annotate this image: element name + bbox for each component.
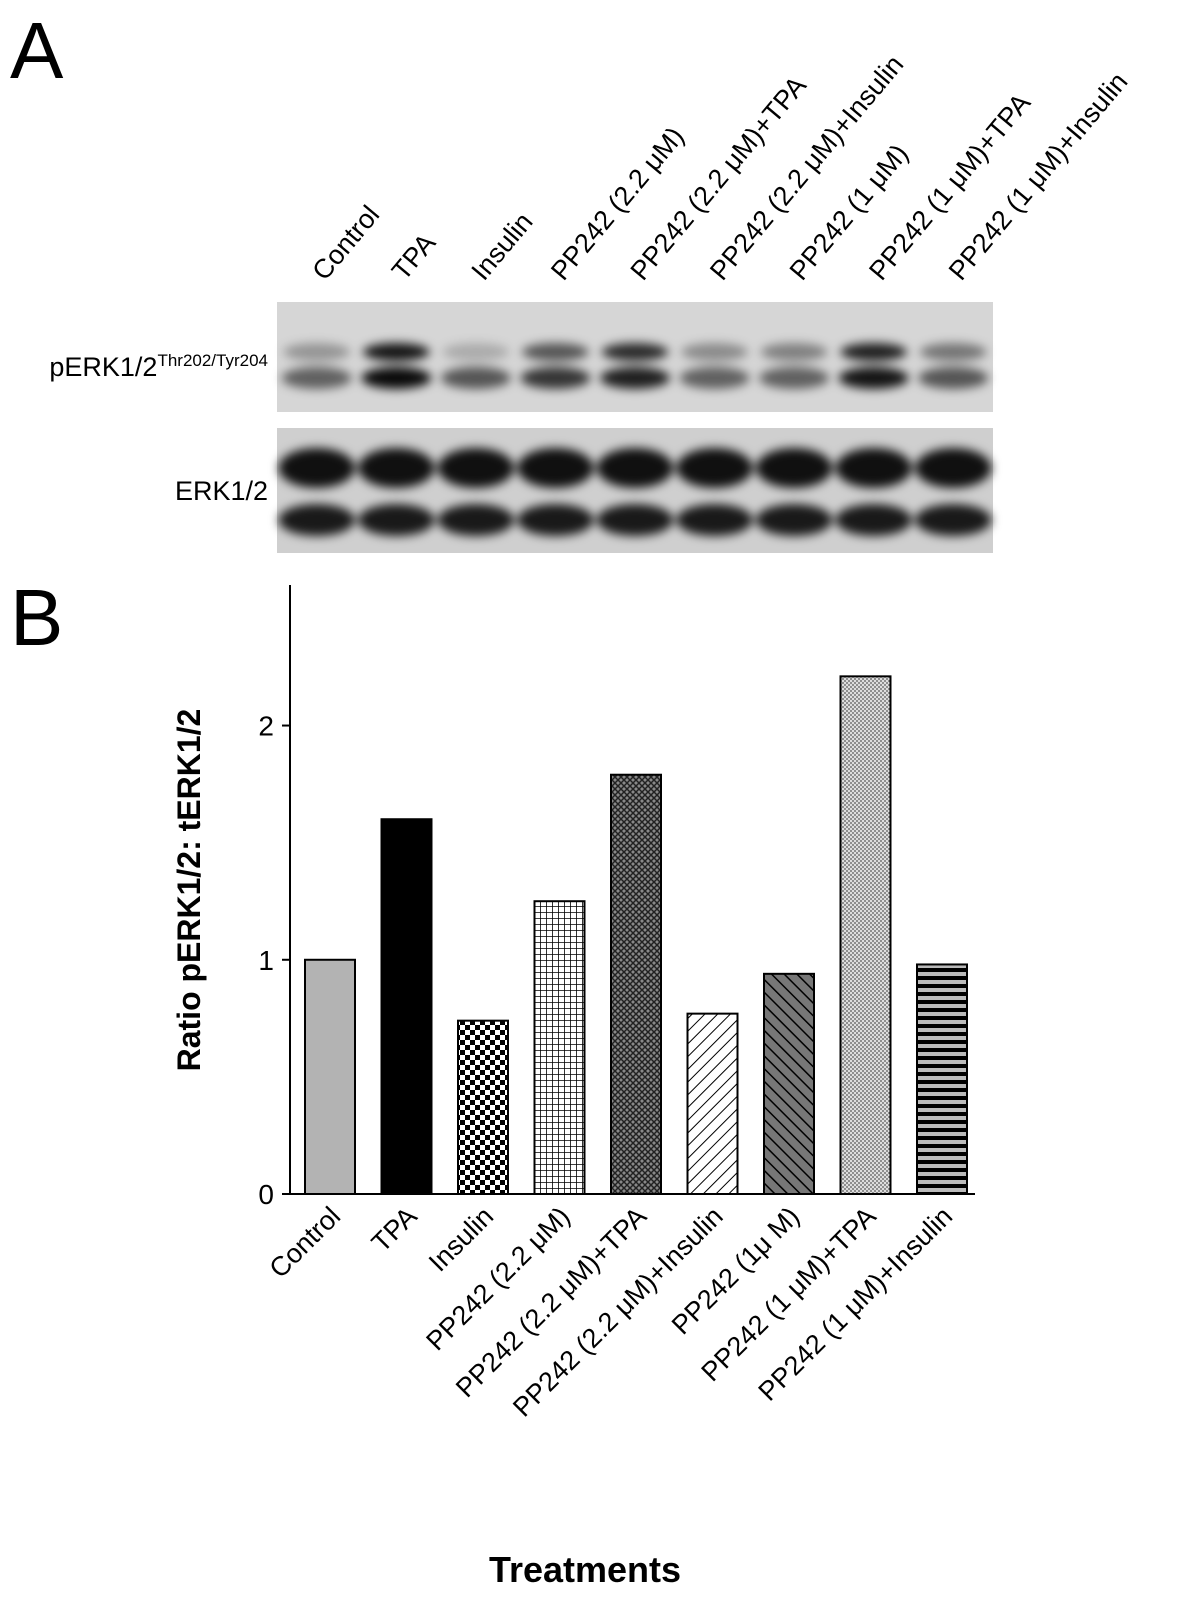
band: [918, 367, 989, 389]
lane-label: Control: [306, 200, 385, 286]
bar: [533, 900, 586, 1195]
band: [838, 367, 909, 389]
band: [437, 448, 515, 488]
bar: [610, 773, 662, 1195]
y-tick-label: 0: [258, 1179, 274, 1210]
band: [278, 504, 355, 536]
band: [358, 448, 435, 488]
band: [517, 448, 594, 488]
band: [679, 367, 750, 389]
band: [522, 343, 589, 361]
panel-label: A: [10, 6, 64, 95]
band: [599, 367, 671, 389]
band: [835, 504, 912, 536]
bar: [839, 675, 892, 1195]
band: [835, 448, 912, 488]
band: [676, 448, 753, 488]
lane-label: TPA: [386, 228, 441, 286]
band: [755, 504, 833, 536]
band: [281, 367, 352, 389]
band: [437, 504, 515, 536]
y-tick-label: 1: [258, 945, 274, 976]
bar: [686, 1012, 739, 1196]
band: [840, 343, 908, 361]
row-superscript: Thr202/Tyr204: [157, 351, 268, 370]
bar: [916, 963, 968, 1196]
bar: [304, 958, 356, 1195]
band: [915, 448, 992, 488]
x-tick-label: TPA: [366, 1201, 423, 1258]
band: [596, 448, 674, 488]
band: [681, 343, 748, 361]
y-tick-label: 2: [258, 711, 274, 742]
band: [759, 367, 830, 389]
band: [676, 504, 753, 536]
band: [919, 343, 987, 361]
bar: [380, 818, 433, 1195]
band: [442, 343, 510, 361]
x-axis-label: Treatments: [489, 1549, 681, 1590]
band: [601, 343, 669, 361]
bar: [763, 972, 815, 1195]
band: [278, 448, 355, 488]
y-axis-label: Ratio pERK1/2: tERK1/2: [171, 709, 207, 1072]
band: [362, 343, 430, 361]
blot-row-label: ERK1/2: [175, 476, 268, 506]
band: [755, 448, 833, 488]
bar: [457, 1019, 509, 1196]
blot-bands: [278, 343, 992, 536]
panel-label: B: [10, 573, 63, 662]
band: [283, 343, 351, 361]
band: [596, 504, 674, 536]
lane-label: Insulin: [466, 207, 539, 286]
x-tick-label: Control: [263, 1201, 346, 1284]
band: [915, 504, 992, 536]
band: [760, 343, 828, 361]
band: [358, 504, 435, 536]
blot-row-label: pERK1/2Thr202/Tyr204: [49, 351, 268, 382]
band: [440, 367, 511, 389]
band: [517, 504, 594, 536]
row-label: pERK1/2: [49, 352, 157, 382]
band: [361, 367, 432, 389]
x-tick-label: Insulin: [423, 1201, 499, 1277]
band: [520, 367, 591, 389]
